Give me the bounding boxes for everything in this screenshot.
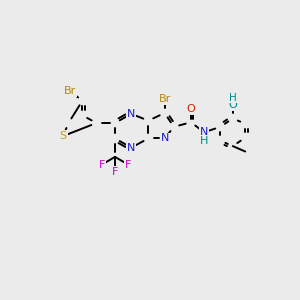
Text: F: F: [125, 160, 131, 170]
Text: Br: Br: [64, 86, 76, 96]
Text: Br: Br: [158, 94, 171, 104]
Text: N: N: [200, 127, 208, 137]
Text: O: O: [228, 100, 237, 110]
Text: N: N: [160, 134, 169, 143]
Text: O: O: [187, 104, 195, 114]
Text: S: S: [59, 131, 67, 141]
Text: H: H: [200, 136, 208, 146]
Text: N: N: [127, 109, 136, 119]
Text: F: F: [99, 160, 105, 170]
Text: N: N: [127, 143, 136, 153]
Text: H: H: [229, 93, 237, 103]
Text: F: F: [112, 167, 118, 177]
